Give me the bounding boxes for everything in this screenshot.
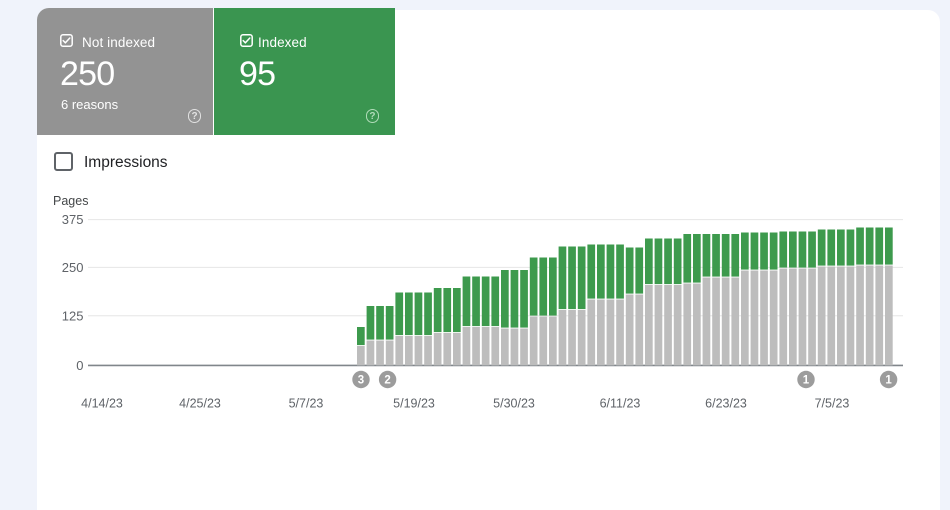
svg-text:5/30/23: 5/30/23 [493,397,535,411]
svg-text:5/7/23: 5/7/23 [289,397,324,411]
svg-text:6/11/23: 6/11/23 [600,397,641,411]
svg-text:3: 3 [358,374,364,386]
svg-text:2: 2 [384,374,390,386]
svg-text:6/23/23: 6/23/23 [705,397,747,411]
svg-text:5/19/23: 5/19/23 [393,397,435,411]
svg-text:4/14/23: 4/14/23 [81,397,123,411]
svg-text:0: 0 [76,358,83,373]
svg-text:250: 250 [62,260,84,275]
svg-text:7/5/23: 7/5/23 [815,397,850,411]
svg-text:1: 1 [803,374,810,386]
svg-text:125: 125 [62,308,84,323]
svg-text:4/25/23: 4/25/23 [179,397,221,411]
svg-text:375: 375 [62,212,84,227]
svg-text:1: 1 [885,374,892,386]
